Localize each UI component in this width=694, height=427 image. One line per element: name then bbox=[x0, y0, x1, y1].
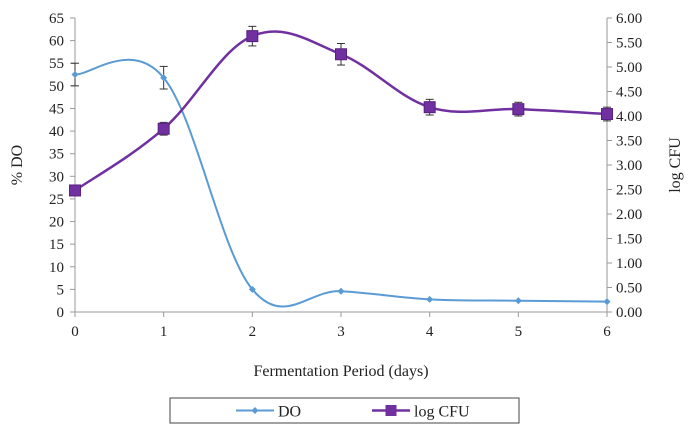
y-right-tick-label: 3.00 bbox=[616, 158, 642, 174]
data-point-diamond bbox=[337, 287, 345, 295]
legend-label: DO bbox=[278, 404, 301, 421]
data-point-square bbox=[512, 103, 525, 116]
y-left-tick-label: 0 bbox=[57, 305, 65, 321]
y-right-tick-label: 6.00 bbox=[616, 11, 642, 27]
y-left-tick-label: 30 bbox=[49, 169, 64, 185]
legend-swatch-marker bbox=[251, 407, 259, 414]
legend-swatch-marker bbox=[385, 405, 397, 416]
x-tick-label: 6 bbox=[603, 324, 611, 340]
y-right-tick-label: 0.00 bbox=[616, 305, 642, 321]
y-right-tick-label: 2.50 bbox=[616, 183, 642, 199]
y-left-tick-label: 5 bbox=[57, 282, 65, 298]
y-right-tick-label: 5.50 bbox=[616, 36, 642, 52]
y-left-tick-label: 10 bbox=[49, 260, 64, 276]
series-layer bbox=[69, 25, 613, 308]
legend-label: log CFU bbox=[414, 404, 470, 421]
y-right-tick-label: 4.00 bbox=[616, 109, 642, 125]
series-log-cfu bbox=[69, 25, 613, 197]
series-line bbox=[74, 58, 608, 308]
x-tick-label: 0 bbox=[71, 324, 79, 340]
y-left-tick-label: 35 bbox=[49, 147, 64, 163]
y-right-tick-label: 1.50 bbox=[616, 232, 642, 248]
y-right-tick-label: 5.00 bbox=[616, 60, 642, 76]
y-left-tick-label: 25 bbox=[49, 192, 64, 208]
y-left-axis-title: % DO bbox=[9, 145, 26, 185]
y-left-tick-label: 45 bbox=[49, 101, 64, 117]
y-right-tick-label: 1.00 bbox=[616, 256, 642, 272]
x-tick-label: 5 bbox=[515, 324, 523, 340]
y-left-tick-label: 55 bbox=[49, 56, 64, 72]
y-left-tick-label: 60 bbox=[49, 34, 64, 50]
plot-area: 0 1 2 3 4 5 6051015202530354045505560650.000.5… bbox=[49, 11, 642, 340]
x-tick-label: 4 bbox=[426, 324, 434, 340]
data-point-square bbox=[335, 48, 347, 61]
y-right-tick-label: 3.50 bbox=[616, 134, 642, 150]
series-do bbox=[71, 58, 611, 308]
data-point-diamond bbox=[248, 285, 256, 293]
axis-ticks: 0 1 2 3 4 5 6051015202530354045505560650.000.5… bbox=[49, 11, 642, 340]
data-point-square bbox=[423, 101, 436, 114]
x-tick-label: 1 bbox=[160, 324, 168, 340]
x-tick-label: 2 bbox=[249, 324, 257, 340]
y-right-axis-title: log CFU bbox=[667, 137, 684, 193]
data-point-square bbox=[157, 122, 170, 135]
data-point-diamond bbox=[71, 71, 79, 79]
data-point-diamond bbox=[426, 295, 434, 303]
y-left-tick-label: 15 bbox=[49, 237, 64, 253]
data-point-square bbox=[69, 184, 81, 197]
data-point-square bbox=[246, 30, 259, 43]
data-point-square bbox=[601, 108, 613, 121]
x-axis-title: Fermentation Period (days) bbox=[253, 363, 428, 380]
y-left-tick-label: 50 bbox=[49, 79, 64, 95]
data-point-diamond bbox=[514, 297, 522, 305]
legend: DO log CFU bbox=[169, 397, 520, 424]
legend-items: DO log CFU bbox=[236, 404, 470, 421]
y-left-tick-label: 40 bbox=[49, 124, 64, 140]
y-right-tick-label: 4.50 bbox=[616, 85, 642, 101]
x-tick-label: 3 bbox=[337, 324, 345, 340]
y-right-tick-label: 0.50 bbox=[616, 281, 642, 297]
y-right-tick-label: 2.00 bbox=[616, 207, 642, 223]
data-point-diamond bbox=[160, 74, 168, 82]
y-left-tick-label: 20 bbox=[49, 215, 64, 231]
legend-box bbox=[169, 397, 520, 424]
data-point-diamond bbox=[603, 298, 611, 306]
y-left-tick-label: 65 bbox=[49, 11, 64, 27]
